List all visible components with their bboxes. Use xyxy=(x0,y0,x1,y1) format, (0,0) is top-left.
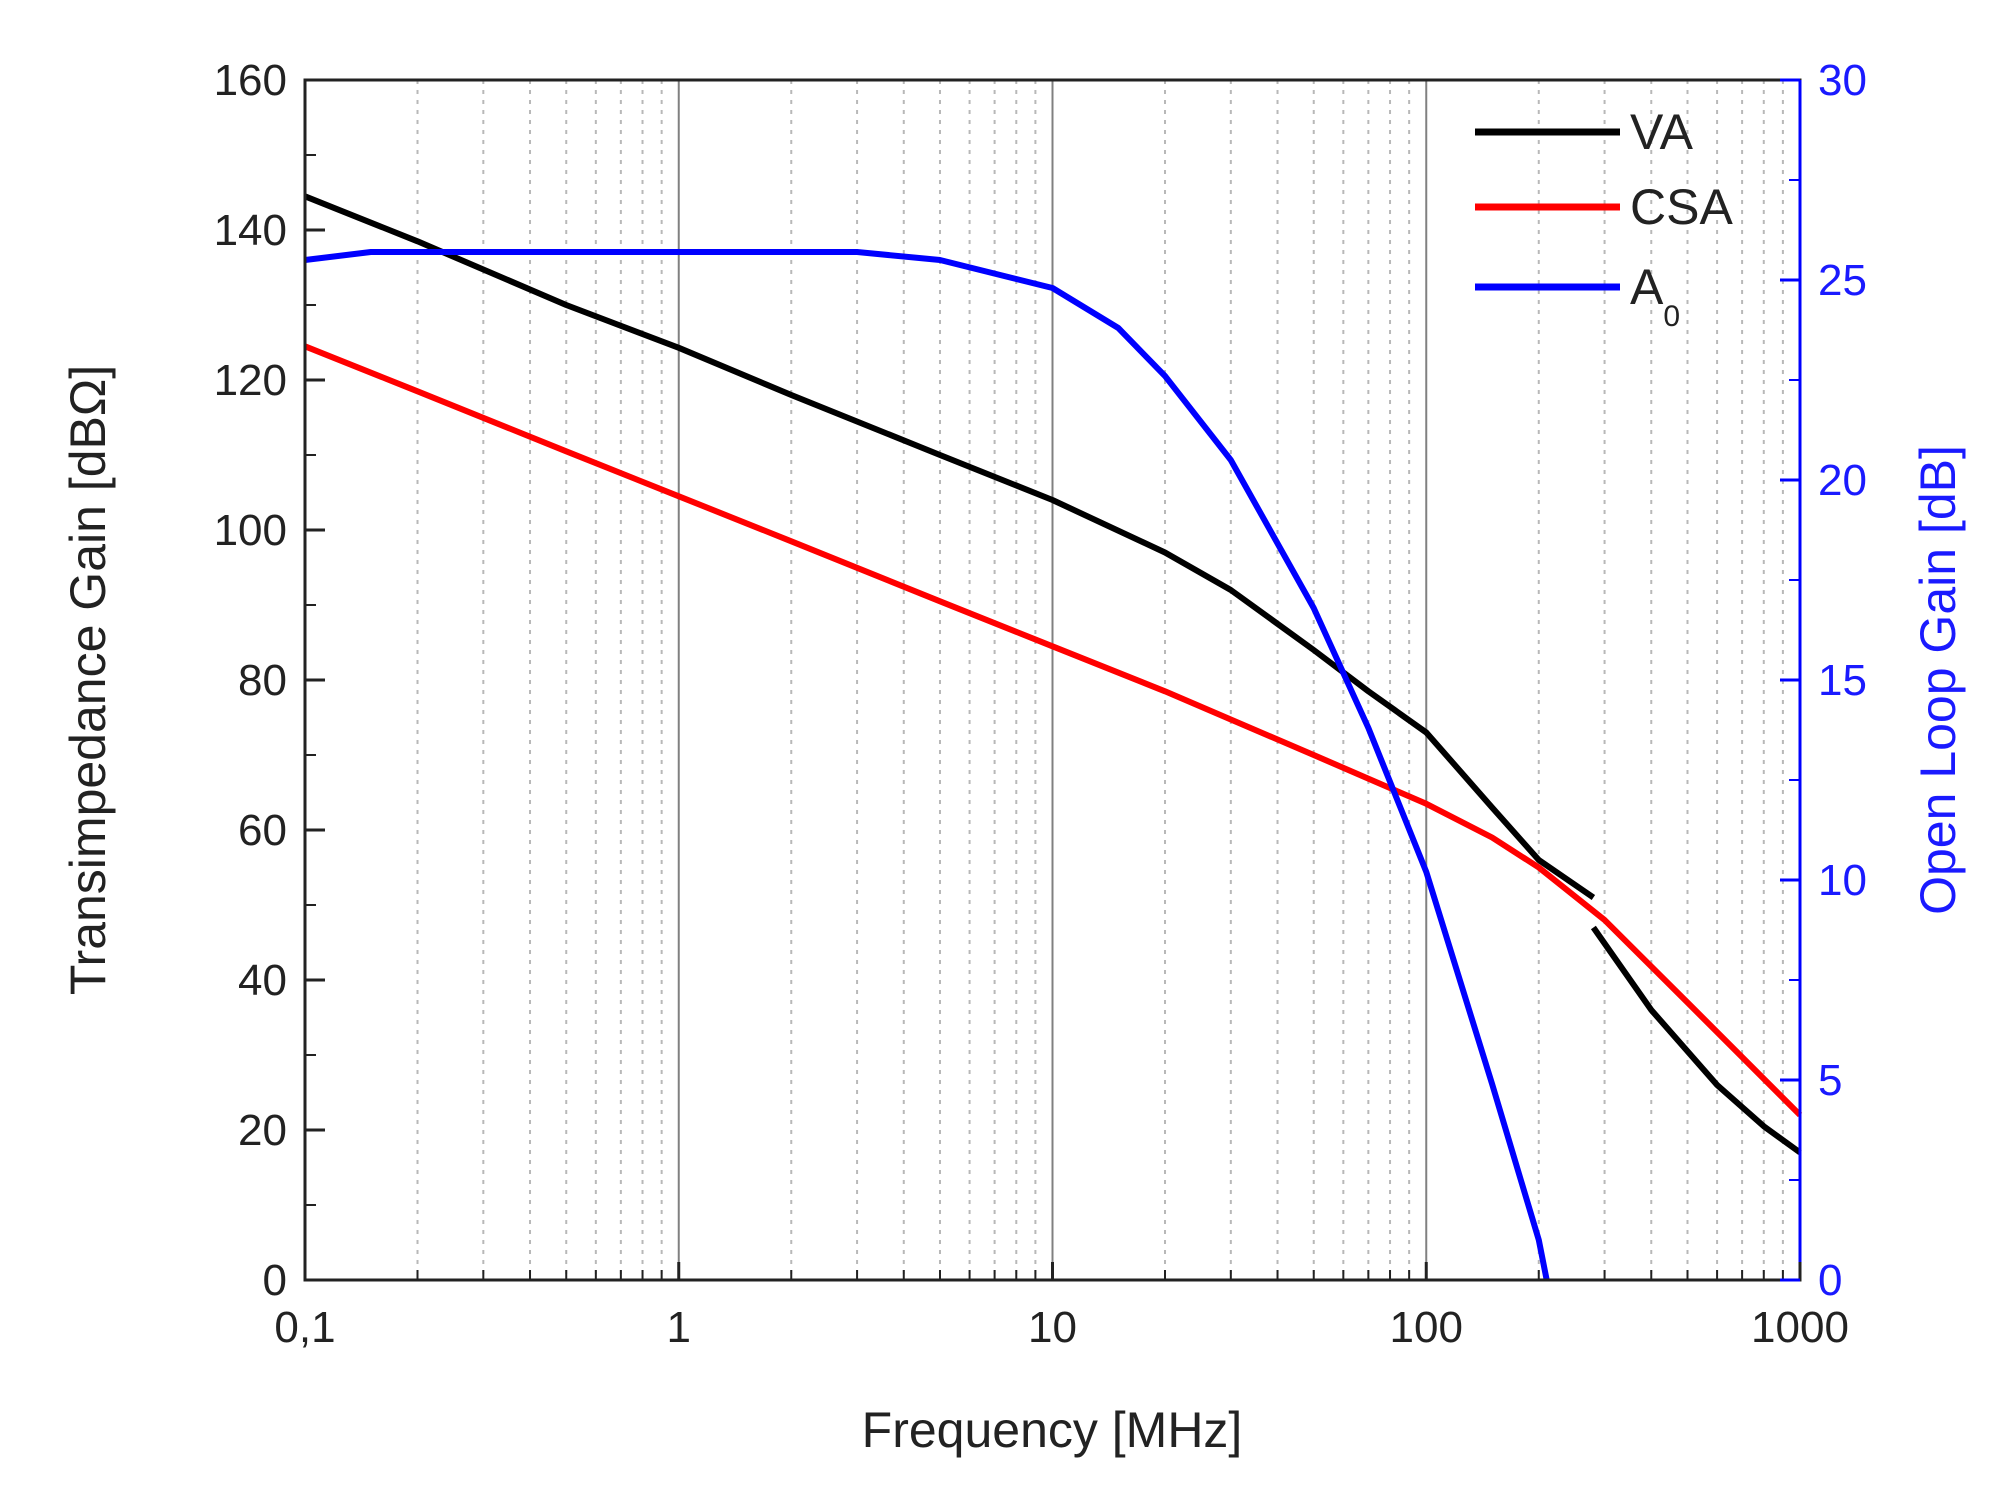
y2-tick-label: 0 xyxy=(1818,1256,1842,1305)
grid xyxy=(416,80,1784,1280)
y2-tick-label: 30 xyxy=(1818,56,1867,105)
x-axis-title: Frequency [MHz] xyxy=(862,1402,1243,1458)
y2-axis-title: Open Loop Gain [dB] xyxy=(1910,445,1966,915)
y-tick-label: 140 xyxy=(214,206,287,255)
legend: VA CSA A0 xyxy=(1475,104,1733,333)
y-tick-label: 40 xyxy=(238,956,287,1005)
y2-tick-label: 25 xyxy=(1818,256,1867,305)
legend-label-csa: CSA xyxy=(1630,179,1733,235)
legend-label-a0-main: A xyxy=(1630,259,1664,315)
series-line-a0-3 xyxy=(304,249,1550,1281)
x-tick-label: 1000 xyxy=(1751,1303,1849,1352)
y-tick-label: 80 xyxy=(238,656,287,705)
y2-tick-label: 15 xyxy=(1818,656,1867,705)
y2-tick-label: 20 xyxy=(1818,456,1867,505)
series-line-va-0 xyxy=(303,193,1596,900)
legend-label-va: VA xyxy=(1630,104,1694,160)
y-tick-label: 160 xyxy=(214,56,287,105)
series-line-va-tail-1 xyxy=(1590,925,1802,1155)
y2-tick-label: 5 xyxy=(1818,1056,1842,1105)
plot-series xyxy=(303,193,1803,1281)
y-tick-label: 0 xyxy=(263,1256,287,1305)
axis-ticks: 0,1 1 10 100 1000020406080100120140160051015… xyxy=(214,56,1867,1352)
y-tick-label: 20 xyxy=(238,1106,287,1155)
y-axis-title: Transimpedance Gain [dBΩ] xyxy=(60,365,116,995)
x-tick-label: 1 xyxy=(667,1303,691,1352)
y-tick-label: 60 xyxy=(238,806,287,855)
y-tick-label: 120 xyxy=(214,356,287,405)
legend-label-a0: A0 xyxy=(1630,259,1680,333)
x-tick-label: 100 xyxy=(1390,1303,1463,1352)
x-tick-label: 0,1 xyxy=(274,1303,335,1352)
x-tick-label: 10 xyxy=(1028,1303,1077,1352)
y-tick-label: 100 xyxy=(214,506,287,555)
series-line-csa-2 xyxy=(303,343,1803,1118)
y2-tick-label: 10 xyxy=(1818,856,1867,905)
legend-label-a0-subscript: 0 xyxy=(1663,300,1680,333)
